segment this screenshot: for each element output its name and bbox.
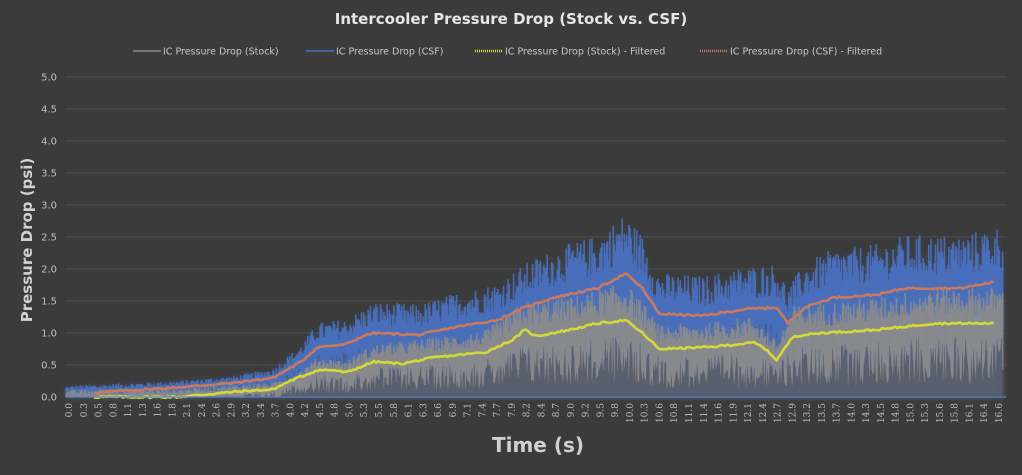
x-tick-label: 6.3 xyxy=(419,403,429,418)
x-tick-label: 10.8 xyxy=(670,403,680,423)
x-tick-label: 5.5 xyxy=(375,403,385,418)
x-tick-label: 4.0 xyxy=(286,403,296,418)
legend-label: IC Pressure Drop (Stock) - Filtered xyxy=(505,47,665,58)
x-tick-label: 13.2 xyxy=(803,403,813,423)
x-tick-label: 7.7 xyxy=(493,403,503,418)
legend-label: IC Pressure Drop (Stock) xyxy=(163,47,279,58)
x-tick-label: 9.0 xyxy=(567,403,577,418)
legend: IC Pressure Drop (Stock) IC Pressure Drop… xyxy=(133,47,882,58)
y-tick-label: 2.0 xyxy=(41,265,57,276)
x-tick-label: 14.0 xyxy=(847,403,857,423)
x-tick-label: 4.5 xyxy=(316,403,326,418)
legend-item: IC Pressure Drop (Stock) - Filtered xyxy=(475,47,665,58)
legend-label: IC Pressure Drop (CSF) xyxy=(336,47,443,58)
x-tick-label: 0.5 xyxy=(95,403,105,418)
x-tick-label: 15.8 xyxy=(951,403,961,423)
x-tick-label: 16.1 xyxy=(965,403,975,423)
x-tick-label: 3.4 xyxy=(257,403,267,418)
y-tick-label: 0.0 xyxy=(41,393,57,404)
x-tick-label: 11.6 xyxy=(715,403,725,423)
x-tick-label: 5.3 xyxy=(360,403,370,418)
y-tick-label: 1.0 xyxy=(41,329,57,340)
x-tick-label: 7.9 xyxy=(508,403,518,418)
x-tick-label: 0.3 xyxy=(80,403,90,418)
x-axis-title: Time (s) xyxy=(492,433,584,457)
x-tick-label: 14.3 xyxy=(862,403,872,423)
x-tick-label: 11.4 xyxy=(700,403,710,423)
x-tick-label: 16.6 xyxy=(995,403,1005,423)
x-tick-label: 16.4 xyxy=(980,403,990,423)
x-tick-label: 14.5 xyxy=(877,403,887,423)
y-tick-label: 4.0 xyxy=(41,137,57,148)
x-tick-label: 7.4 xyxy=(478,403,488,418)
y-tick-label: 3.5 xyxy=(41,169,57,180)
x-tick-label: 12.4 xyxy=(759,403,769,423)
x-tick-label: 3.2 xyxy=(242,403,252,417)
x-tick-label: 2.4 xyxy=(198,403,208,418)
x-tick-label: 5.8 xyxy=(390,403,400,418)
x-tick-label: 1.8 xyxy=(168,403,178,418)
x-tick-label: 7.1 xyxy=(464,403,474,417)
x-tick-label: 15.3 xyxy=(921,403,931,423)
x-tick-label: 10.6 xyxy=(655,403,665,423)
x-tick-label: 11.9 xyxy=(729,403,739,423)
x-tick-label: 2.1 xyxy=(183,403,193,417)
y-tick-label: 0.5 xyxy=(41,361,57,372)
x-tick-label: 6.9 xyxy=(449,403,459,418)
x-tick-label: 14.8 xyxy=(892,403,902,423)
x-tick-label: 12.7 xyxy=(774,403,784,423)
x-tick-label: 10.3 xyxy=(641,403,651,423)
y-axis-title: Pressure Drop (psi) xyxy=(18,158,36,323)
x-tick-label: 0.8 xyxy=(109,403,119,418)
x-tick-label: 13.5 xyxy=(818,403,828,423)
x-tick-label: 15.0 xyxy=(906,403,916,423)
x-tick-label: 8.4 xyxy=(537,403,547,418)
x-tick-label: 15.6 xyxy=(936,403,946,423)
x-tick-label: 1.6 xyxy=(154,403,164,418)
y-tick-label: 3.0 xyxy=(41,201,57,212)
y-axis-ticks: 0.0 0.5 1.0 1.5 2.0 2.5 3.0 3.5 4.0 4.5 5.0 xyxy=(41,73,57,404)
y-tick-label: 5.0 xyxy=(41,73,57,84)
series-csf-filtered xyxy=(93,272,994,395)
series-stock-filtered xyxy=(93,318,995,400)
x-tick-label: 12.1 xyxy=(744,403,754,423)
raw-fill xyxy=(66,336,1003,397)
x-tick-label: 4.8 xyxy=(331,403,341,418)
x-tick-label: 1.3 xyxy=(139,403,149,418)
x-tick-label: 6.1 xyxy=(405,403,415,417)
x-tick-label: 9.2 xyxy=(582,403,592,417)
x-tick-label: 8.7 xyxy=(552,403,562,418)
x-axis-ticks: 0.0 0.3 0.5 0.8 1.1 1.3 1.6 1.8 2.1 2.4 2.6 2.9 3.2 3… xyxy=(65,403,1005,423)
chart-title: Intercooler Pressure Drop (Stock vs. CSF… xyxy=(335,10,688,28)
x-tick-label: 13.7 xyxy=(833,403,843,423)
x-tick-label: 2.9 xyxy=(227,403,237,418)
x-tick-label: 11.1 xyxy=(685,403,695,423)
x-tick-label: 8.2 xyxy=(523,403,533,417)
x-tick-label: 4.2 xyxy=(301,403,311,417)
x-tick-label: 2.6 xyxy=(213,403,223,418)
legend-item: IC Pressure Drop (CSF) - Filtered xyxy=(700,47,882,58)
y-tick-label: 2.5 xyxy=(41,233,57,244)
y-tick-label: 1.5 xyxy=(41,297,57,308)
raw-series xyxy=(65,218,1004,397)
x-tick-label: 3.7 xyxy=(272,403,282,418)
legend-label: IC Pressure Drop (CSF) - Filtered xyxy=(730,47,882,58)
x-tick-label: 1.1 xyxy=(124,403,134,417)
legend-item: IC Pressure Drop (CSF) xyxy=(306,47,443,58)
x-tick-label: 12.9 xyxy=(788,403,798,423)
filtered-series xyxy=(93,272,995,400)
x-tick-label: 0.0 xyxy=(65,403,75,418)
legend-item: IC Pressure Drop (Stock) xyxy=(133,47,279,58)
x-tick-label: 10.0 xyxy=(626,403,636,423)
x-tick-label: 5.0 xyxy=(345,403,355,418)
x-tick-label: 6.6 xyxy=(434,403,444,418)
x-tick-label: 9.5 xyxy=(596,403,606,418)
y-tick-label: 4.5 xyxy=(41,105,57,116)
x-tick-label: 9.8 xyxy=(611,403,621,418)
